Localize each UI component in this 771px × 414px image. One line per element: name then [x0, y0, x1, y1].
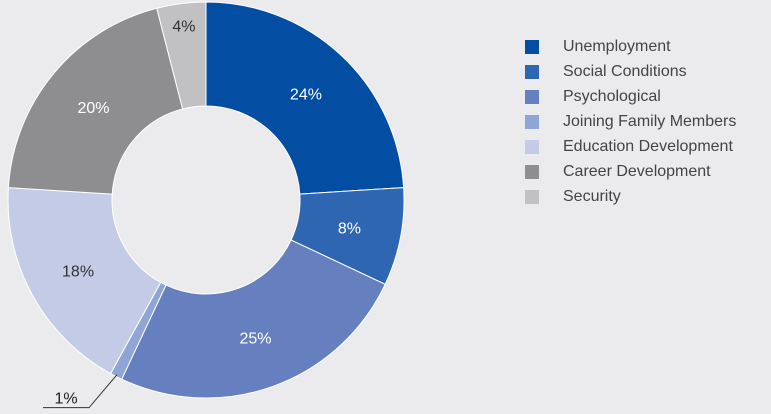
slice-label-education-development: 18% [62, 263, 94, 280]
slice-psychological [121, 239, 386, 399]
slices-group [7, 1, 405, 399]
legend-swatch-joining-family-members [525, 114, 539, 129]
legend-label-security: Security [563, 187, 621, 205]
slice-career-development [7, 7, 184, 195]
legend-item-psychological: Psychological [525, 84, 736, 109]
leader-line-joining-family-members [43, 374, 118, 409]
legend-item-unemployment: Unemployment [525, 34, 736, 59]
legend-label-career-development: Career Development [563, 162, 711, 180]
legend-label-joining-family-members: Joining Family Members [563, 112, 737, 130]
slice-label-joining-family-members: 1% [54, 391, 77, 408]
slice-label-social-conditions: 8% [338, 220, 361, 237]
legend-swatch-security [525, 189, 539, 204]
donut-chart-svg: 24% 8% 25% 1% 18% 20% 4% [7, 1, 405, 409]
slice-labels-group: 24% 8% 25% 1% 18% 20% 4% [43, 18, 361, 409]
slice-education-development [7, 187, 162, 375]
slice-security [156, 1, 207, 110]
legend-label-education-development: Education Development [563, 137, 733, 155]
slice-unemployment [205, 1, 405, 195]
legend-swatch-education-development [525, 139, 539, 154]
chart-legend: Unemployment Social Conditions Psycholog… [525, 34, 736, 209]
legend-item-social-conditions: Social Conditions [525, 59, 736, 84]
legend-item-career-development: Career Development [525, 159, 736, 184]
legend-item-joining-family-members: Joining Family Members [525, 109, 736, 134]
legend-swatch-psychological [525, 89, 539, 104]
legend-label-unemployment: Unemployment [563, 37, 671, 55]
slice-label-career-development: 20% [77, 100, 109, 117]
slice-label-security: 4% [172, 18, 195, 35]
legend-item-education-development: Education Development [525, 134, 736, 159]
legend-swatch-career-development [525, 164, 539, 179]
legend-label-psychological: Psychological [563, 87, 661, 105]
slice-label-psychological: 25% [239, 330, 271, 347]
legend-swatch-social-conditions [525, 64, 539, 79]
slice-label-unemployment: 24% [290, 87, 322, 104]
legend-label-social-conditions: Social Conditions [563, 62, 687, 80]
legend-swatch-unemployment [525, 39, 539, 54]
legend-item-security: Security [525, 184, 736, 209]
